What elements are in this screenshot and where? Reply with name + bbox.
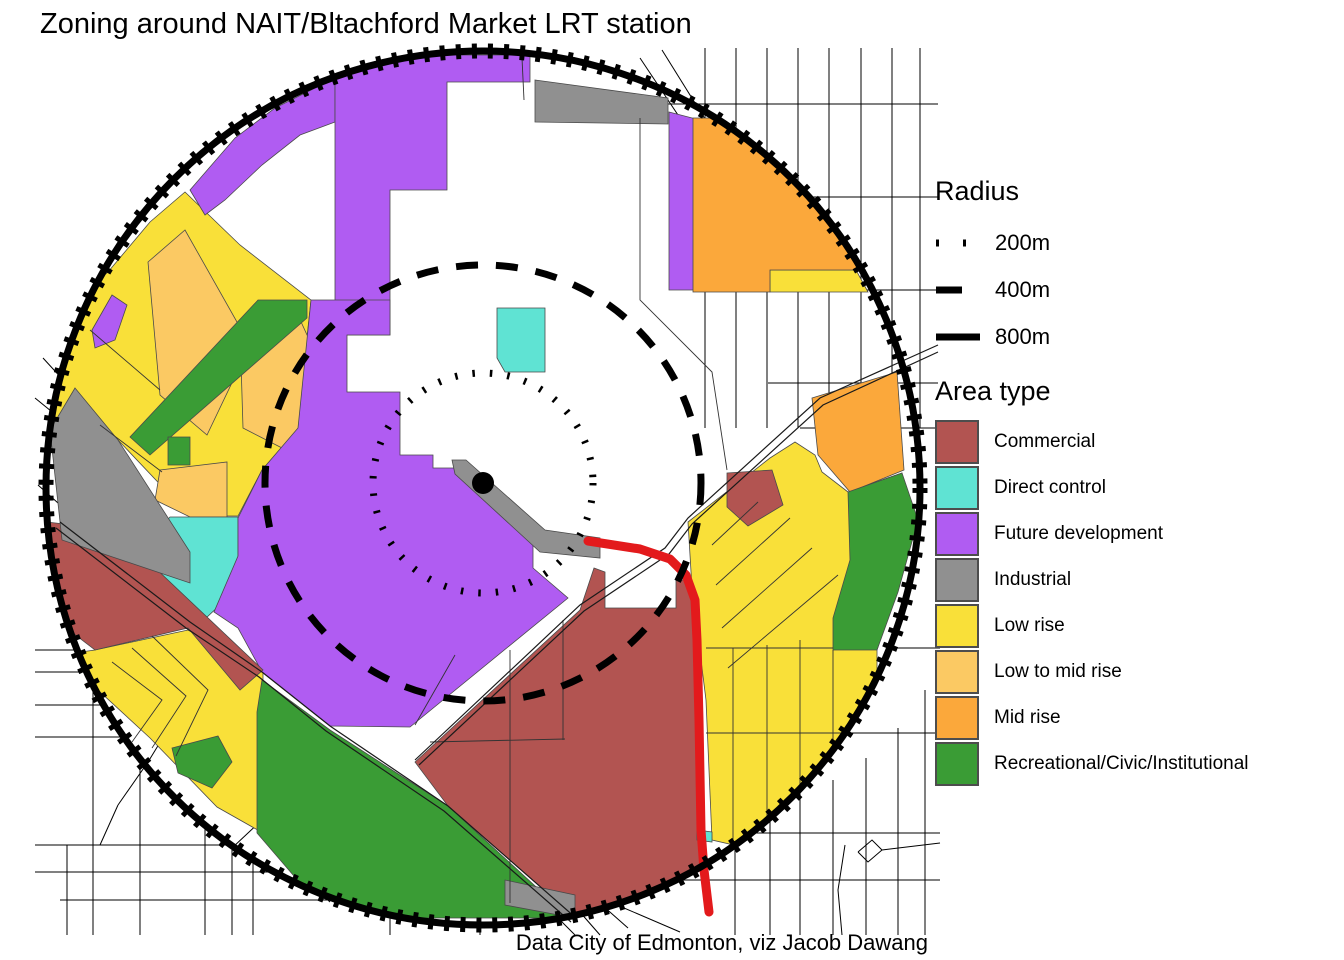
radius-legend-item-400m: 400m	[935, 266, 1335, 313]
zone-commercial	[726, 469, 784, 527]
radius-legend-label: 400m	[995, 276, 1051, 302]
parcel-line	[715, 517, 791, 586]
area-legend-item-industrial: Industrial	[935, 557, 1341, 603]
area-legend-title: Area type	[935, 376, 1051, 406]
area-legend-items: Commercial Direct control Future developme…	[935, 419, 1341, 787]
area-legend-label: Industrial	[994, 569, 1072, 590]
zone-low_mid	[154, 461, 228, 518]
zone-industrial	[534, 79, 669, 125]
parcel-line	[521, 57, 525, 101]
area-legend-label: Commercial	[994, 431, 1096, 452]
parcel-line	[151, 635, 209, 757]
parcel-line	[131, 647, 187, 749]
area-swatch-industrial	[935, 558, 979, 602]
area-legend-label: Mid rise	[994, 707, 1061, 728]
area-legend-label: Direct control	[994, 477, 1106, 498]
street	[837, 844, 846, 936]
parcel-line	[721, 547, 813, 629]
parcel-line	[711, 501, 759, 546]
zone-green	[256, 679, 572, 919]
area-legend-item-low_mid: Low to mid rise	[935, 649, 1341, 695]
radius-legend: Radius 200m 400m 800m	[935, 176, 1335, 360]
caption: Data City of Edmonton, viz Jacob Dawang	[515, 930, 928, 955]
area-legend-item-future_dev: Future development	[935, 511, 1341, 557]
area-swatch-low_rise	[935, 604, 979, 648]
parcel-line	[111, 661, 163, 743]
zone-low_rise	[769, 269, 869, 293]
radius-symbol-dashed	[936, 286, 980, 293]
zone-layer	[46, 54, 919, 919]
zone-future_dev	[213, 299, 569, 728]
area-legend-item-commercial: Commercial	[935, 419, 1341, 465]
area-legend-item-direct_control: Direct control	[935, 465, 1341, 511]
parcel-line	[727, 574, 839, 669]
area-legend-label: Future development	[994, 523, 1163, 544]
zone-future_dev	[324, 54, 531, 336]
radius-legend-item-200m: 200m	[935, 219, 1335, 266]
page-title: Zoning around NAIT/Bltachford Market LRT…	[40, 8, 692, 40]
area-legend-label: Low to mid rise	[994, 661, 1122, 682]
parcel-line	[429, 738, 566, 743]
area-legend-item-mid_rise: Mid rise	[935, 695, 1341, 741]
area-swatch-low_mid	[935, 650, 979, 694]
radius-legend-label: 200m	[995, 229, 1051, 255]
ring-400m	[261, 261, 705, 705]
parcel-line	[99, 424, 163, 473]
street	[99, 804, 119, 846]
area-legend-item-low_rise: Low rise	[935, 603, 1341, 649]
zone-mid_rise	[811, 371, 905, 493]
radius-symbol-dotted	[936, 239, 980, 246]
zone-direct_control	[496, 307, 546, 373]
zone-future_dev	[91, 294, 128, 349]
radius-symbol-solid	[936, 333, 980, 340]
area-legend-item-green: Recreational/Civic/Institutional	[935, 741, 1341, 787]
zone-green	[832, 472, 919, 651]
parcel-line	[89, 329, 161, 391]
radius-legend-item-800m: 800m	[935, 313, 1335, 360]
rail-corridor-line	[414, 344, 939, 761]
area-legend-label: Recreational/Civic/Institutional	[994, 753, 1249, 774]
parcel-line	[414, 654, 456, 726]
radius-legend-items: 200m 400m 800m	[935, 219, 1335, 360]
rail-corridor-line	[59, 521, 577, 919]
area-swatch-commercial	[935, 420, 979, 464]
zone-green	[129, 299, 308, 456]
rail-corridor-line	[418, 351, 939, 766]
zone-mid_rise	[692, 117, 881, 293]
area-legend-label: Low rise	[994, 615, 1065, 636]
station-marker	[472, 472, 494, 494]
radius-legend-label: 800m	[995, 323, 1051, 349]
street	[857, 839, 883, 863]
street	[881, 842, 941, 851]
rail-corridors	[55, 344, 939, 923]
ring-800m-texture	[38, 43, 928, 933]
ring-200m	[369, 369, 597, 597]
lrt-line	[583, 536, 714, 917]
radius-legend-title: Radius	[935, 176, 1020, 206]
parcel-line	[639, 118, 728, 471]
zone-green	[167, 436, 191, 466]
rail-corridor-line	[55, 527, 572, 923]
area-swatch-mid_rise	[935, 696, 979, 740]
zone-green	[171, 735, 233, 789]
area-swatch-direct_control	[935, 466, 979, 510]
area-swatch-future_dev	[935, 512, 979, 556]
area-legend: Area type Commercial Direct control Future…	[935, 376, 1341, 787]
area-swatch-green	[935, 742, 979, 786]
